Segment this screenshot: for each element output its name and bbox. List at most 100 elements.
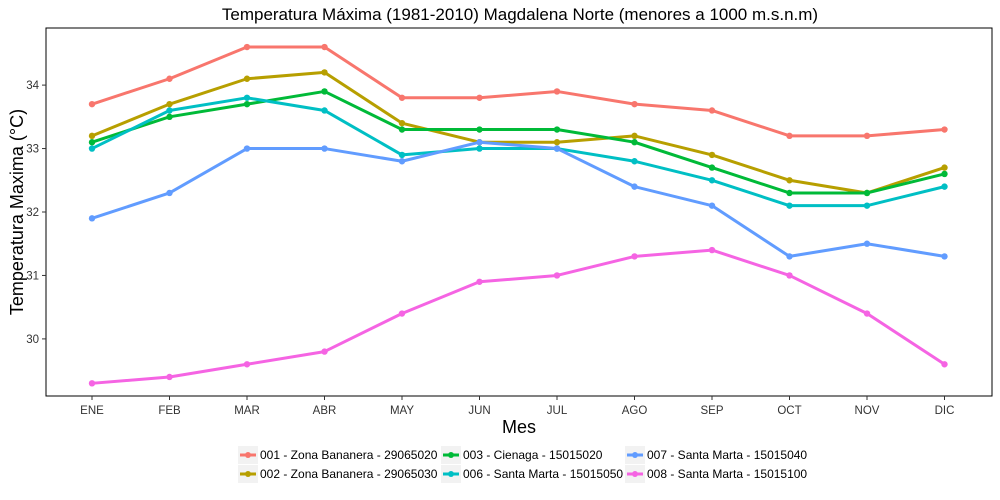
data-point [476, 126, 483, 133]
data-point [88, 139, 96, 146]
legend-item: 003 - Cienaga - 15015020 [441, 446, 603, 464]
x-tick-label: JUL [547, 405, 568, 417]
data-point [708, 202, 716, 209]
legend-item: 001 - Zona Bananera - 29065020 [238, 446, 438, 464]
data-point [941, 126, 948, 133]
chart-title: Temperatura Máxima (1981-2010) Magdalena… [222, 5, 818, 24]
data-point [631, 132, 638, 140]
data-point [476, 278, 483, 285]
data-point [941, 253, 948, 260]
legend-item: 008 - Santa Marta - 15015100 [625, 465, 807, 483]
legend-point [245, 471, 251, 477]
data-point [941, 361, 948, 368]
legend-label: 007 - Santa Marta - 15015040 [647, 448, 807, 462]
x-tick-label: NOV [855, 405, 880, 417]
data-point [708, 151, 716, 159]
y-tick-label: 32 [26, 207, 39, 219]
legend-point [632, 471, 638, 477]
series-line [90, 89, 946, 195]
data-point [321, 348, 328, 355]
legend-point [448, 452, 454, 458]
data-point [243, 100, 251, 108]
y-tick-label: 31 [26, 270, 39, 282]
data-point [786, 132, 793, 140]
series-6 [88, 246, 948, 387]
data-point [941, 170, 948, 178]
data-point [786, 177, 793, 184]
data-point [476, 94, 483, 101]
data-point [398, 158, 406, 165]
data-point [708, 177, 716, 184]
data-point [243, 361, 251, 368]
x-tick-label: ABR [313, 405, 337, 417]
series-line [90, 140, 946, 258]
data-point [631, 253, 638, 260]
data-point [243, 75, 251, 82]
legend-point [632, 452, 638, 458]
legend-label: 008 - Santa Marta - 15015100 [647, 467, 807, 481]
data-point [863, 189, 871, 197]
data-point [476, 139, 483, 146]
data-point [166, 113, 173, 121]
series-line [90, 96, 946, 208]
data-point [708, 107, 716, 114]
legend-item: 002 - Zona Bananera - 29065030 [238, 465, 438, 483]
data-point [631, 139, 638, 146]
data-point [88, 145, 96, 152]
data-point [553, 126, 561, 133]
x-tick-label: ENE [80, 405, 104, 417]
legend-label: 002 - Zona Bananera - 29065030 [260, 467, 438, 481]
data-point [321, 88, 328, 95]
y-tick-label: 34 [26, 80, 39, 92]
legend-item: 007 - Santa Marta - 15015040 [625, 446, 807, 464]
series-line [90, 45, 946, 138]
data-point [398, 126, 406, 133]
x-tick-label: FEB [158, 405, 181, 417]
data-point [88, 380, 96, 387]
data-point [863, 132, 871, 140]
y-tick-label: 33 [26, 144, 39, 156]
data-point [321, 145, 328, 152]
data-point [166, 107, 173, 114]
x-tick-label: JUN [468, 405, 490, 417]
data-point [553, 139, 561, 146]
data-point [398, 119, 406, 127]
series-4 [88, 94, 948, 209]
legend-label: 001 - Zona Bananera - 29065020 [260, 448, 438, 462]
data-point [243, 43, 251, 51]
data-point [863, 310, 871, 317]
plot-panel [45, 27, 993, 397]
x-axis-title: Mes [502, 417, 536, 437]
y-tick-label: 30 [26, 334, 39, 346]
x-tick-label: OCT [777, 405, 801, 417]
data-point [786, 202, 793, 209]
legend-label: 003 - Cienaga - 15015020 [463, 448, 603, 462]
series-3 [88, 88, 948, 197]
legend-item: 006 - Santa Marta - 15015050 [441, 465, 623, 483]
data-point [166, 100, 173, 108]
series-2 [88, 69, 948, 197]
data-point [243, 94, 251, 101]
data-point [631, 100, 638, 108]
y-axis-title: Temperatura Maxima (°C) [7, 109, 27, 315]
data-point [708, 246, 716, 254]
series-1 [88, 43, 948, 140]
x-tick-label: DIC [935, 405, 955, 417]
data-point [398, 94, 406, 101]
series-5 [88, 139, 948, 260]
data-point [786, 253, 793, 260]
legend-label: 006 - Santa Marta - 15015050 [463, 467, 623, 481]
x-axis: ENE FEB MAR ABR MAY JUN JUL AGO SEP OCT NOV DIC [80, 396, 954, 417]
data-point [553, 272, 561, 279]
legend-point [448, 471, 454, 477]
data-point [321, 69, 328, 76]
data-point [553, 145, 561, 152]
data-point [631, 158, 638, 165]
x-tick-label: MAY [390, 405, 414, 417]
legend: 001 - Zona Bananera - 29065020 002 - Zona… [238, 446, 807, 483]
data-point [553, 88, 561, 95]
legend-point [245, 452, 251, 458]
data-point [243, 145, 251, 152]
data-point [166, 373, 173, 381]
x-tick-label: AGO [622, 405, 648, 417]
